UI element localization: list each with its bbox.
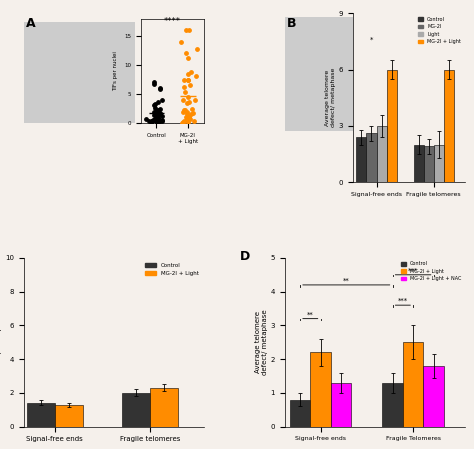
Text: D: D — [240, 250, 250, 263]
Bar — [24, 22, 135, 123]
Bar — [27, 403, 55, 427]
Bar — [423, 366, 444, 427]
Y-axis label: Average telomere
defect/ metaphase: Average telomere defect/ metaphase — [255, 309, 268, 375]
Bar — [150, 388, 178, 427]
Bar — [284, 17, 353, 132]
Bar — [382, 383, 403, 427]
Bar — [310, 352, 331, 427]
Bar — [290, 400, 310, 427]
Bar — [55, 405, 83, 427]
Text: B: B — [286, 17, 296, 30]
Bar — [331, 383, 351, 427]
Bar — [403, 342, 423, 427]
Text: ***: *** — [408, 268, 418, 274]
Text: **: ** — [307, 312, 314, 317]
Y-axis label: Average telomere
defect/ metaphase: Average telomere defect/ metaphase — [0, 309, 2, 375]
Text: **: ** — [343, 278, 350, 284]
Legend: Control, MG-2I + Light: Control, MG-2I + Light — [143, 261, 201, 278]
Bar — [122, 393, 150, 427]
Legend: Control, MG-2I + Light, MG-2I + Light + NAC: Control, MG-2I + Light, MG-2I + Light + … — [400, 260, 462, 282]
Text: A: A — [26, 17, 35, 30]
Text: ***: *** — [398, 298, 408, 304]
